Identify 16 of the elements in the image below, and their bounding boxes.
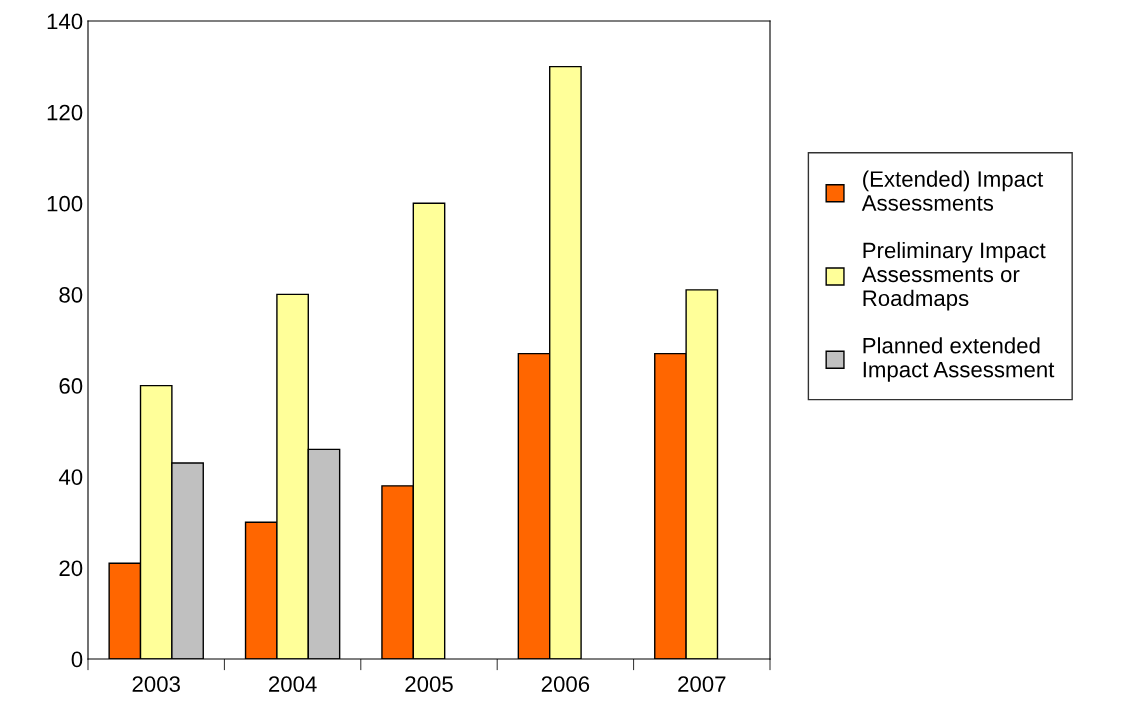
- y-tick-label: 80: [59, 286, 83, 303]
- x-tick-label: 2007: [678, 676, 726, 692]
- legend-label: (Extended) Impact Assessments: [861, 170, 1044, 211]
- x-tick-label: 2004: [269, 676, 317, 692]
- y-tick-label: 140: [47, 13, 83, 30]
- legend-label: Preliminary Impact Assessments or Roadmaps: [861, 241, 1046, 311]
- y-tick-label: 100: [47, 195, 83, 212]
- y-tick-label: 40: [58, 469, 83, 485]
- x-tick-label: 2003: [132, 676, 180, 692]
- y-tick-label: 0: [71, 651, 83, 668]
- y-tick-label: 120: [47, 104, 83, 121]
- y-tick-label: 20: [59, 560, 83, 577]
- x-tick-label: 2005: [405, 676, 453, 692]
- y-tick-label: 60: [59, 378, 83, 394]
- legend-label: Planned extended Impact Assessment: [863, 337, 1055, 382]
- x-tick-label: 2006: [541, 676, 590, 692]
